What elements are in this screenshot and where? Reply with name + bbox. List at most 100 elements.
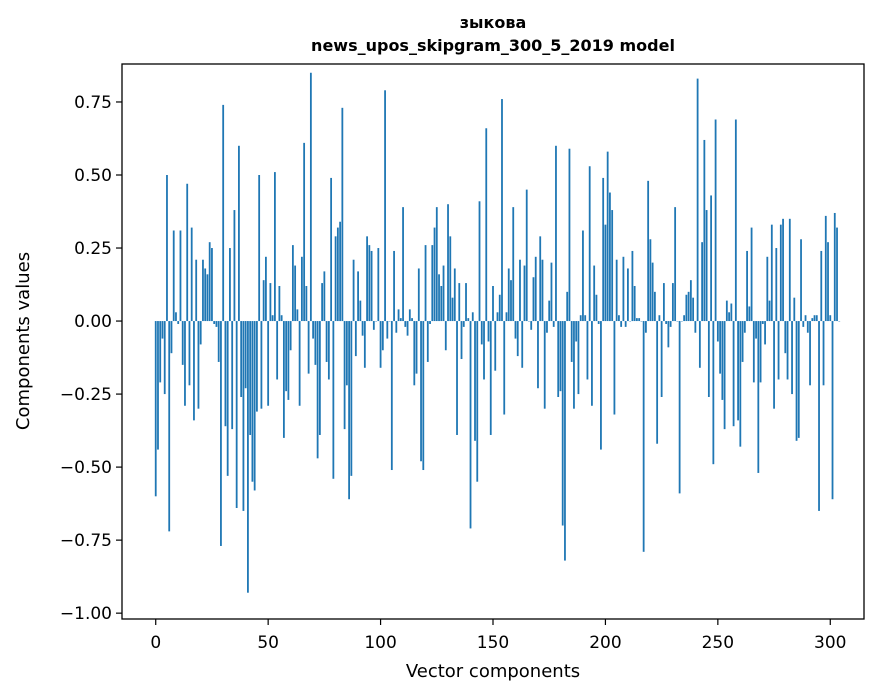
- x-axis-ticks: 0 50 100 150 200 250 300: [150, 619, 846, 653]
- bar: [588, 166, 591, 322]
- bar: [728, 312, 730, 322]
- bar: [667, 321, 670, 348]
- bar: [600, 321, 602, 450]
- bar: [332, 321, 335, 479]
- bar: [384, 90, 386, 322]
- bar: [309, 72, 312, 322]
- bar: [662, 283, 665, 322]
- bar: [723, 321, 726, 430]
- bar: [683, 315, 686, 322]
- bar: [498, 294, 501, 322]
- bar: [656, 321, 659, 444]
- bar: [242, 321, 245, 511]
- bar: [759, 321, 762, 383]
- bar: [586, 321, 589, 380]
- bar: [615, 259, 618, 322]
- bar: [415, 321, 418, 374]
- bar: [327, 321, 330, 380]
- bar: [413, 321, 416, 386]
- bar: [813, 315, 816, 322]
- bar: [258, 175, 261, 322]
- bar: [627, 268, 629, 322]
- bar: [363, 321, 366, 368]
- bar: [487, 321, 490, 342]
- bar: [269, 283, 272, 322]
- bar: [307, 321, 310, 374]
- bar: [366, 236, 368, 322]
- bar: [752, 321, 755, 383]
- bar: [220, 321, 222, 546]
- bar: [208, 242, 211, 322]
- bar: [692, 297, 695, 322]
- bar: [202, 259, 204, 322]
- bar: [579, 315, 582, 322]
- bar: [694, 321, 697, 333]
- x-tick-label: 100: [364, 633, 396, 653]
- bar: [471, 312, 474, 322]
- bar: [199, 321, 202, 345]
- bar: [566, 291, 569, 322]
- bar: [211, 248, 213, 322]
- bar: [546, 321, 548, 333]
- bar: [458, 283, 461, 322]
- bar: [285, 321, 288, 392]
- bar: [755, 321, 757, 339]
- bar: [215, 321, 218, 327]
- bar: [577, 321, 580, 395]
- bar: [177, 321, 180, 324]
- bar: [372, 321, 375, 330]
- bar: [815, 315, 818, 322]
- y-tick-label: −0.50: [60, 458, 112, 478]
- bar: [797, 321, 800, 438]
- bar: [669, 321, 672, 327]
- bar: [613, 321, 616, 415]
- y-tick-label: 0.75: [74, 93, 112, 113]
- bar: [743, 321, 746, 333]
- bar: [157, 321, 159, 450]
- bar: [435, 207, 438, 322]
- bar: [305, 286, 308, 322]
- x-tick-label: 0: [150, 633, 161, 653]
- bar: [505, 312, 508, 322]
- bar: [786, 321, 789, 380]
- bar: [235, 321, 238, 508]
- bar: [739, 321, 742, 447]
- bar: [741, 321, 744, 362]
- bar: [287, 321, 290, 400]
- bar: [181, 321, 184, 365]
- bar: [393, 250, 395, 322]
- bar: [168, 321, 171, 532]
- bar: [705, 210, 708, 322]
- bar: [462, 321, 465, 327]
- bar: [757, 321, 760, 473]
- bar: [289, 321, 292, 351]
- bar: [827, 242, 829, 322]
- bar: [492, 286, 494, 322]
- bar: [525, 189, 528, 322]
- bar: [514, 321, 517, 339]
- bar: [377, 248, 380, 322]
- bar: [784, 321, 787, 354]
- bar: [476, 321, 479, 482]
- bar: [325, 321, 328, 362]
- bar: [426, 321, 429, 362]
- bar: [559, 321, 562, 392]
- x-tick-label: 50: [257, 633, 279, 653]
- plot-frame: [121, 63, 865, 620]
- bar: [671, 283, 674, 322]
- x-tick-label: 200: [589, 633, 621, 653]
- bar: [750, 227, 753, 322]
- y-tick-label: −0.75: [60, 531, 112, 551]
- y-axis-ticks: 0.75 0.50 0.25 0.00 −0.25 −0.50 −0.75 −1.00: [60, 93, 122, 624]
- bar: [665, 321, 668, 324]
- bar: [186, 183, 189, 322]
- bar: [689, 280, 692, 322]
- bar: [483, 321, 485, 380]
- bar: [811, 318, 814, 322]
- bar: [411, 318, 413, 322]
- bar: [800, 239, 802, 322]
- y-tick-label: 0.25: [74, 239, 112, 259]
- bar: [190, 227, 193, 322]
- bar: [341, 107, 344, 322]
- bar: [399, 318, 402, 322]
